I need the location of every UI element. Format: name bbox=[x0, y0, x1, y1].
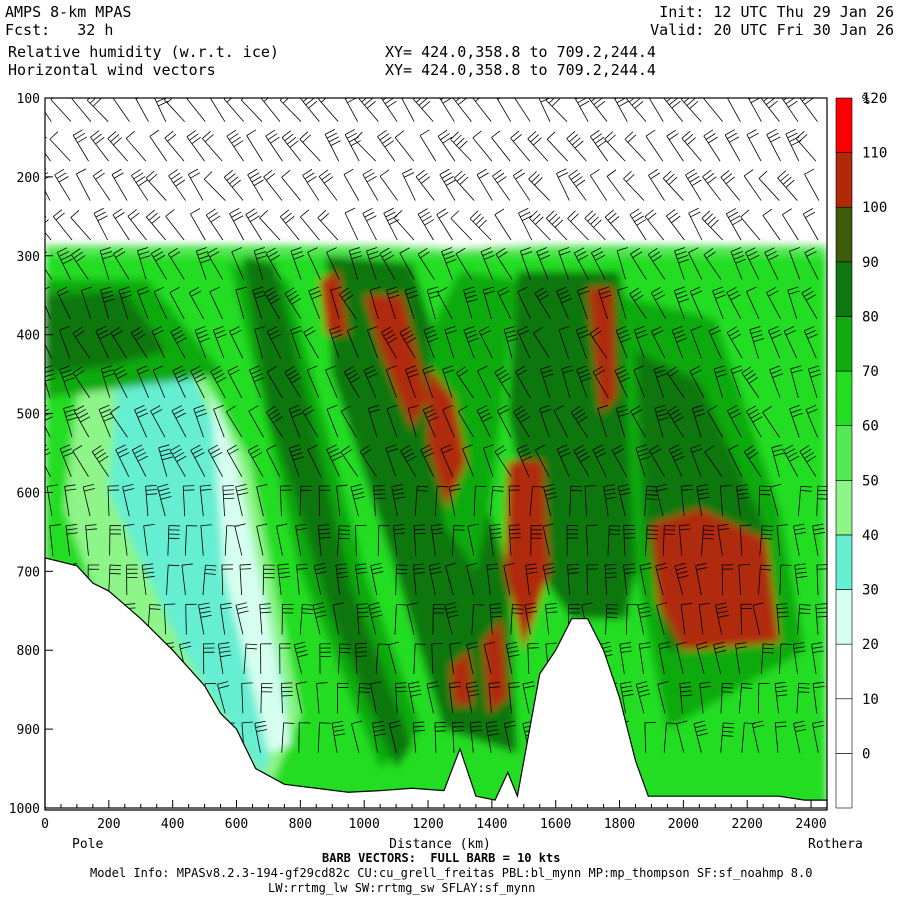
colorbar-label: 40 bbox=[862, 528, 879, 544]
x-tick-label: 2400 bbox=[795, 817, 826, 832]
colorbar-box bbox=[835, 206, 853, 263]
y-tick-label: 500 bbox=[17, 408, 40, 423]
x-tick-label: 200 bbox=[97, 817, 120, 832]
x-tick-label: 800 bbox=[289, 817, 312, 832]
colorbar: 0 10 20 30 40 50 60 70 80 90 100 110 120 bbox=[835, 91, 887, 809]
model-info-2: LW:rrtmg_lw SW:rrtmg_sw SFLAY:sf_mynn bbox=[268, 881, 536, 895]
colorbar-label: 30 bbox=[862, 583, 879, 599]
y-tick-label: 700 bbox=[17, 565, 40, 580]
colorbar-box bbox=[835, 97, 853, 153]
colorbar-box bbox=[835, 589, 853, 645]
model-title: AMPS 8-km MPAS bbox=[5, 3, 132, 21]
colorbar-label: 80 bbox=[862, 309, 879, 325]
colorbar-label: 20 bbox=[862, 637, 879, 653]
colorbar-box bbox=[835, 425, 853, 481]
x-tick-label: 2200 bbox=[732, 817, 763, 832]
init-time: Init: 12 UTC Thu 29 Jan 26 bbox=[659, 3, 894, 21]
colorbar-box bbox=[835, 480, 853, 536]
x-tick-label: 1000 bbox=[349, 817, 380, 832]
xy-range-wind: XY= 424.0,358.8 to 709.2,244.4 bbox=[385, 61, 656, 79]
barb-note: BARB VECTORS: FULL BARB = 10 kts bbox=[322, 851, 561, 865]
x-end-label-right: Rothera bbox=[808, 837, 863, 852]
y-tick-label: 900 bbox=[17, 723, 40, 738]
x-tick-label: 1200 bbox=[412, 817, 443, 832]
x-tick-label: 0 bbox=[41, 817, 49, 832]
y-tick-label: 800 bbox=[17, 644, 40, 659]
colorbar-label: 100 bbox=[862, 200, 887, 216]
x-axis-label: Distance (km) bbox=[389, 837, 491, 852]
y-tick-label: 400 bbox=[17, 329, 40, 344]
colorbar-label: 10 bbox=[862, 692, 879, 708]
y-tick-label: 600 bbox=[17, 486, 40, 501]
y-tick-label: 1000 bbox=[9, 802, 40, 817]
x-tick-label: 1600 bbox=[540, 817, 571, 832]
plot-frame bbox=[44, 97, 828, 809]
model-info: Model Info: MPASv8.2.3-194-gf29cd82c CU:… bbox=[90, 866, 813, 880]
colorbar-label: 120 bbox=[862, 91, 887, 107]
y-tick-label: 200 bbox=[17, 171, 40, 186]
colorbar-box bbox=[835, 534, 853, 590]
x-tick-label: 1400 bbox=[476, 817, 507, 832]
colorbar-box bbox=[835, 261, 853, 317]
y-tick-label: 300 bbox=[17, 250, 40, 265]
terrain-mask bbox=[44, 557, 828, 811]
colorbar-label: 110 bbox=[862, 146, 887, 162]
colorbar-box bbox=[835, 753, 853, 809]
colorbar-label: 90 bbox=[862, 255, 879, 271]
x-end-label-left: Pole bbox=[72, 837, 103, 852]
x-tick-label: 600 bbox=[225, 817, 248, 832]
colorbar-unit: % bbox=[862, 93, 870, 108]
xy-range-rh: XY= 424.0,358.8 to 709.2,244.4 bbox=[385, 43, 656, 61]
y-tick-label: 100 bbox=[17, 92, 40, 107]
field-label-wind: Horizontal wind vectors bbox=[8, 61, 216, 79]
colorbar-label: 70 bbox=[862, 364, 879, 380]
x-tick-label: 1800 bbox=[604, 817, 635, 832]
colorbar-box bbox=[835, 370, 853, 426]
field-label-rh: Relative humidity (w.r.t. ice) bbox=[8, 43, 279, 61]
colorbar-box bbox=[835, 152, 853, 208]
x-tick-label: 2000 bbox=[668, 817, 699, 832]
forecast-hour: Fcst: 32 h bbox=[5, 21, 114, 39]
valid-time: Valid: 20 UTC Fri 30 Jan 26 bbox=[650, 21, 894, 39]
colorbar-label: 0 bbox=[862, 746, 870, 762]
colorbar-box bbox=[835, 698, 853, 754]
colorbar-box bbox=[835, 316, 853, 372]
colorbar-box bbox=[835, 643, 853, 700]
colorbar-label: 50 bbox=[862, 473, 879, 489]
x-tick-label: 400 bbox=[161, 817, 184, 832]
colorbar-label: 60 bbox=[862, 419, 879, 435]
